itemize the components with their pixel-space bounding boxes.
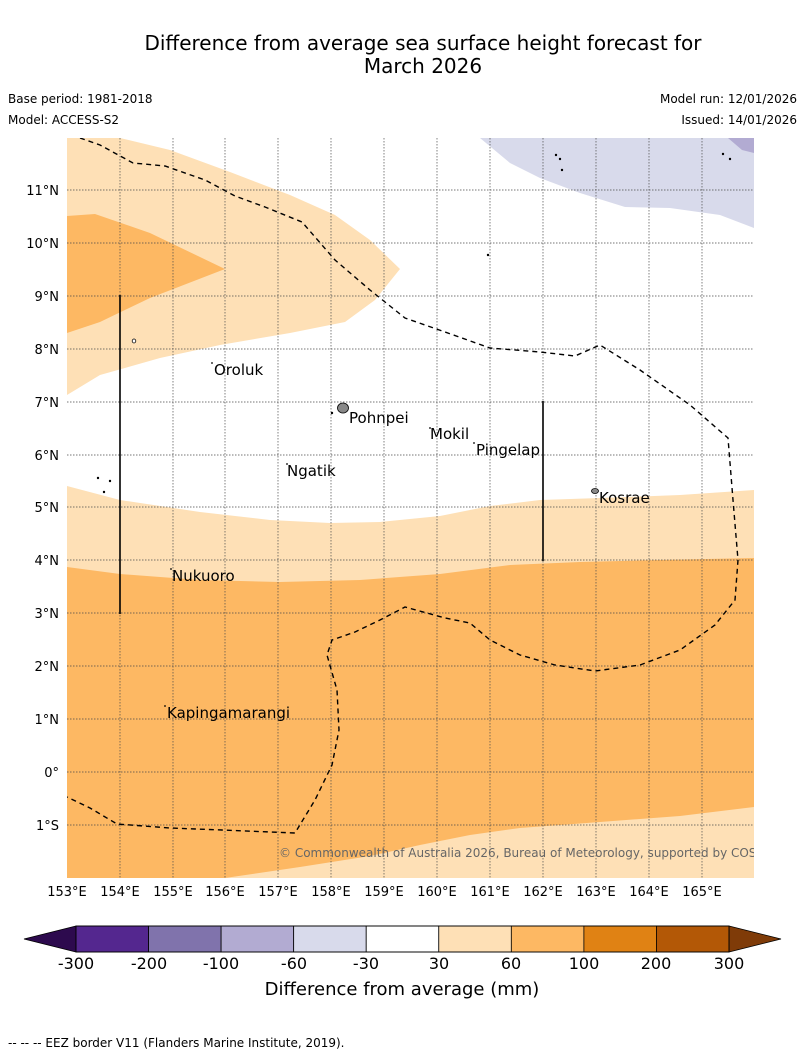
lat-label: 9°N: [35, 290, 60, 305]
lat-label: 3°N: [35, 607, 60, 622]
colorbar-tick-label: -60: [281, 954, 307, 973]
chart-title: Difference from average sea surface heig…: [0, 32, 804, 78]
lon-label: 156°E: [205, 885, 245, 900]
colorbar-bin: [583, 925, 657, 953]
place-label-pohnpei: Pohnpei: [349, 409, 409, 427]
lat-label: 1°S: [36, 819, 59, 834]
colorbar-tick-label: -100: [203, 954, 239, 973]
lon-label: 163°E: [576, 885, 616, 900]
lon-label: 161°E: [470, 885, 510, 900]
land-masses: [96, 152, 732, 494]
title-line-1: Difference from average sea surface heig…: [144, 31, 702, 55]
anomaly-region-60-100-south: [67, 558, 754, 878]
lon-label: 157°E: [258, 885, 298, 900]
lat-label: 10°N: [26, 237, 59, 252]
lat-label: 6°N: [35, 449, 60, 464]
place-label-kapingamarangi: Kapingamarangi: [167, 704, 290, 722]
lat-label: 7°N: [35, 396, 60, 411]
model-run-date: Model run: 12/01/2026: [659, 92, 797, 106]
colorbar-extend-high: [728, 925, 782, 953]
lat-label: 2°N: [35, 660, 60, 675]
colorbar-bin: [365, 925, 440, 953]
colorbar-ticks: -300 -200 -100 -60 -30 30 60 100 200 300: [58, 954, 744, 973]
colorbar-bin: [438, 925, 512, 953]
place-label-pingelap: Pingelap: [476, 441, 540, 459]
anomaly-region-30-60-north: [67, 138, 400, 395]
colorbar-bins: [75, 925, 730, 953]
place-label-nukuoro: Nukuoro: [172, 567, 235, 585]
anomaly-region-60-100-north: [67, 214, 225, 333]
anomaly-region-minus60-minus30: [480, 138, 754, 228]
lon-label: 160°E: [417, 885, 457, 900]
lon-label: 158°E: [311, 885, 351, 900]
lat-label: 1°N: [35, 713, 60, 728]
place-label-kosrae: Kosrae: [599, 489, 650, 507]
colorbar-bin: [75, 925, 149, 953]
lon-label: 154°E: [100, 885, 140, 900]
colorbar-bin: [220, 925, 295, 953]
colorbar-tick-label: 30: [429, 954, 449, 973]
colorbar-tick-label: -200: [131, 954, 167, 973]
colorbar-bin: [293, 925, 367, 953]
anomaly-region-minus100-minus60: [728, 138, 754, 153]
lon-label: 159°E: [364, 885, 404, 900]
lat-label: 5°N: [35, 501, 60, 516]
colorbar-tick-label: 200: [641, 954, 672, 973]
eez-border: [67, 138, 739, 834]
base-period: Base period: 1981-2018: [8, 92, 153, 106]
place-labels: Oroluk Pohnpei Mokil Pingelap Ngatik Kos…: [167, 361, 650, 722]
lon-label: 155°E: [153, 885, 193, 900]
place-label-oroluk: Oroluk: [214, 361, 263, 379]
model-name: Model: ACCESS-S2: [8, 113, 120, 127]
map-area: Oroluk Pohnpei Mokil Pingelap Ngatik Kos…: [67, 138, 784, 878]
lat-label: 8°N: [35, 343, 60, 358]
lat-label: 11°N: [26, 184, 59, 199]
colorbar-bin: [148, 925, 222, 953]
colorbar-frame: [75, 925, 730, 953]
issued-date: Issued: 14/01/2026: [681, 113, 797, 127]
place-label-ngatik: Ngatik: [287, 462, 336, 480]
place-label-mokil: Mokil: [430, 425, 469, 443]
latitude-labels: 11°N 10°N 9°N 8°N 7°N 6°N 5°N 4°N 3°N 2°…: [26, 184, 59, 834]
longitude-labels: 153°E 154°E 155°E 156°E 157°E 158°E 159°…: [47, 885, 722, 900]
colorbar-tick-label: 60: [501, 954, 521, 973]
colorbar: -300 -200 -100 -60 -30 30 60 100 200 300…: [23, 925, 782, 1000]
colorbar-tick-label: -30: [353, 954, 379, 973]
lon-label: 162°E: [523, 885, 563, 900]
lon-label: 153°E: [47, 885, 87, 900]
colorbar-bin: [656, 925, 730, 953]
colorbar-extend-low: [23, 925, 77, 953]
copyright-notice: © Commonwealth of Australia 2026, Bureau…: [279, 846, 784, 860]
lat-label: 4°N: [35, 554, 60, 569]
lon-label: 165°E: [682, 885, 722, 900]
colorbar-title: Difference from average (mm): [265, 979, 540, 1000]
colorbar-bin: [510, 925, 585, 953]
colorbar-tick-label: 100: [569, 954, 600, 973]
lat-label: 0°: [44, 766, 59, 781]
place-markers: [164, 362, 475, 707]
colorbar-tick-label: 300: [714, 954, 745, 973]
eez-legend-note: -- -- -- EEZ border V11 (Flanders Marine…: [8, 1036, 345, 1050]
title-line-2: March 2026: [363, 54, 483, 78]
lon-label: 164°E: [629, 885, 669, 900]
colorbar-tick-label: -300: [58, 954, 94, 973]
